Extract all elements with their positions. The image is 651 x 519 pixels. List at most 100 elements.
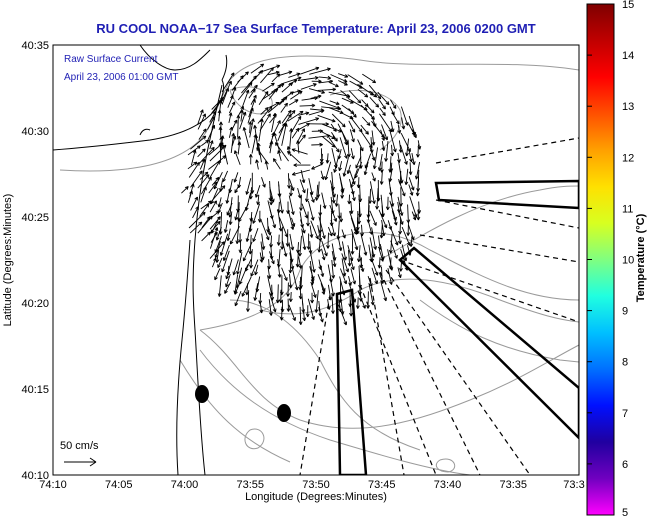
colorbar-tick-label: 15 — [622, 0, 634, 11]
current-vector — [390, 120, 395, 133]
current-vector — [341, 253, 350, 273]
current-vector — [404, 168, 409, 186]
current-vector — [300, 83, 317, 90]
map-title: RU COOL NOAA−17 Sea Surface Temperature:… — [96, 21, 535, 36]
current-vector — [341, 241, 348, 261]
current-vector — [288, 195, 295, 215]
current-vector — [260, 218, 270, 241]
current-vector — [328, 81, 339, 88]
current-vector — [359, 257, 364, 269]
current-vector — [201, 231, 211, 242]
current-vector — [381, 124, 389, 141]
current-vector — [360, 124, 369, 135]
current-vector — [209, 140, 214, 150]
current-vector — [248, 98, 256, 118]
current-vector — [252, 203, 261, 224]
current-vector — [208, 220, 221, 235]
current-vector — [209, 241, 225, 259]
current-vector — [217, 275, 222, 297]
current-vector — [355, 297, 360, 309]
map-layers — [53, 45, 579, 475]
current-vector — [261, 177, 266, 188]
current-vector — [342, 157, 349, 177]
station-marker — [277, 404, 291, 422]
current-vector — [371, 267, 379, 285]
current-vector — [331, 131, 338, 142]
current-vector — [245, 290, 250, 312]
current-vector — [397, 124, 402, 134]
current-vector — [400, 248, 409, 271]
current-vector — [260, 107, 269, 115]
y-tick-label: 40:20 — [21, 298, 49, 310]
current-vector — [390, 144, 395, 157]
current-vector — [378, 209, 388, 229]
x-tick-label: 74:05 — [105, 479, 133, 491]
current-vector — [416, 144, 420, 158]
current-vector — [280, 102, 288, 113]
y-axis-label: Latitude (Degrees:Minutes) — [2, 194, 14, 327]
current-vector — [234, 184, 240, 194]
current-vector — [287, 110, 304, 122]
current-vector — [208, 181, 218, 194]
current-vector — [237, 141, 242, 155]
current-vector — [305, 305, 310, 318]
current-vector — [378, 272, 384, 284]
current-vector — [197, 174, 210, 189]
current-vector — [416, 209, 421, 221]
current-vector — [245, 178, 252, 195]
current-vector — [389, 130, 397, 153]
current-vector — [297, 128, 305, 142]
current-vector — [248, 121, 253, 134]
current-vector — [250, 259, 259, 277]
current-vector — [187, 145, 201, 156]
current-vector — [329, 204, 337, 222]
current-vector — [190, 135, 207, 150]
current-vector — [259, 252, 264, 263]
current-vector — [340, 186, 345, 199]
current-vector — [400, 144, 408, 165]
current-vector — [320, 170, 325, 180]
current-vector — [217, 197, 222, 208]
current-vector — [369, 146, 376, 161]
current-vector — [199, 158, 206, 170]
current-vector — [228, 126, 234, 138]
current-vector — [300, 66, 320, 75]
current-vector — [321, 106, 342, 111]
current-vector — [223, 220, 229, 233]
y-tick-label: 40:15 — [21, 384, 49, 396]
x-axis-ticks: 74:10 74:05 74:00 73:55 73:50 73:45 73:40 73:35… — [39, 479, 584, 491]
colorbar-tick-label: 8 — [622, 357, 628, 369]
current-vector — [289, 128, 294, 150]
plot-frame — [52, 44, 580, 476]
current-vector — [310, 94, 322, 99]
current-vector — [298, 235, 302, 257]
current-vector — [380, 282, 388, 302]
current-vector — [254, 264, 259, 276]
current-vector — [298, 111, 310, 116]
current-vector — [320, 283, 326, 295]
current-vector — [379, 107, 386, 116]
current-vector — [369, 181, 376, 205]
current-vector — [349, 300, 353, 317]
current-vector — [279, 306, 284, 321]
current-vector — [340, 90, 350, 99]
current-vector — [310, 252, 316, 273]
current-vector — [232, 259, 239, 276]
x-tick-label: 73:40 — [434, 479, 462, 491]
x-tick-label: 73:45 — [368, 479, 396, 491]
current-vector — [250, 84, 258, 93]
current-vector — [255, 185, 261, 198]
current-vector — [314, 184, 319, 201]
current-vector — [308, 88, 325, 94]
current-vector — [269, 209, 277, 229]
current-vector — [379, 224, 384, 239]
current-vector — [228, 112, 233, 123]
bathymetry-contours — [59, 55, 579, 475]
plot-area — [53, 45, 579, 475]
current-vector — [245, 224, 252, 242]
current-vector — [347, 249, 352, 267]
current-vector — [225, 273, 231, 288]
current-vector — [291, 169, 311, 176]
current-vector — [281, 267, 288, 282]
current-vector — [357, 88, 369, 98]
